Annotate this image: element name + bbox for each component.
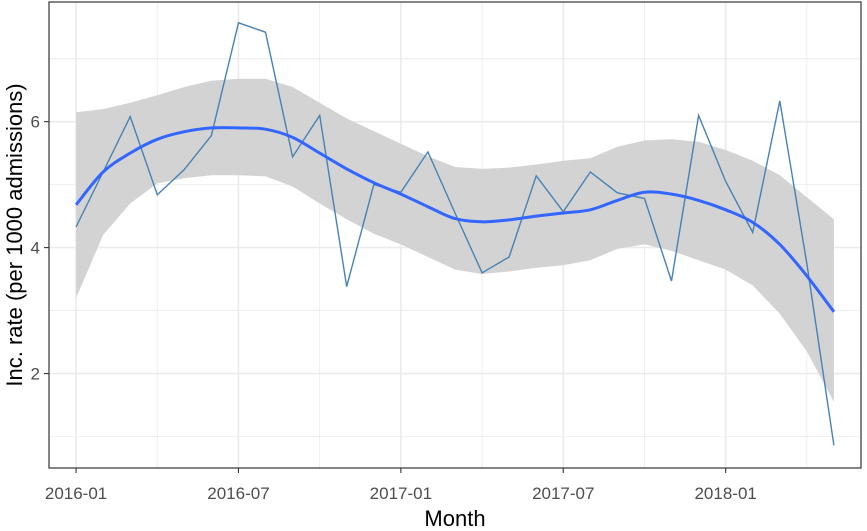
panel-border — [48, 1, 862, 469]
y-axis-title: Inc. rate (per 1000 admissions) — [2, 83, 27, 386]
x-tick-label: 2017-07 — [532, 484, 594, 503]
smooth-line — [74, 126, 836, 313]
confidence-ribbon — [76, 78, 834, 402]
x-tick-label: 2016-07 — [207, 484, 269, 503]
y-tick-label: 4 — [31, 239, 40, 258]
smooth-series — [74, 126, 836, 313]
y-tick-label: 2 — [31, 365, 40, 384]
x-tick-label: 2017-01 — [370, 484, 432, 503]
observed-series — [75, 21, 835, 446]
x-tick-label: 2016-01 — [45, 484, 107, 503]
y-tick-label: 6 — [31, 113, 40, 132]
ci-ribbon — [76, 78, 834, 402]
x-axis-title: Month — [424, 506, 485, 531]
x-tick-label: 2018-01 — [694, 484, 756, 503]
observed-line — [75, 21, 835, 446]
x-axis: 2016-01 2016-07 2017-01 2017-07 2018-01 — [45, 468, 757, 503]
y-axis: 2 4 6 — [31, 113, 49, 384]
